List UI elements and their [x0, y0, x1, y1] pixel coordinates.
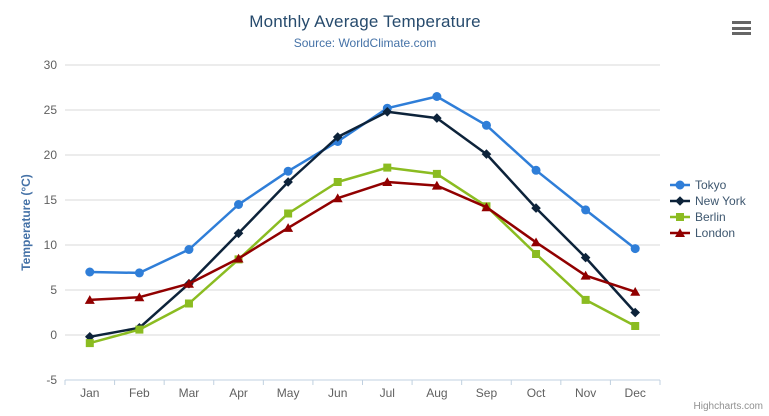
x-axis-label: Dec — [625, 386, 646, 400]
legend-item-label: Berlin — [695, 210, 726, 224]
data-point[interactable] — [531, 203, 541, 213]
series-line-berlin — [88, 166, 637, 345]
series-line-new-york — [88, 110, 637, 339]
data-point[interactable] — [283, 177, 293, 187]
data-point — [675, 196, 685, 206]
legend-item-new-york[interactable]: New York — [669, 193, 746, 209]
data-point[interactable] — [580, 270, 591, 280]
legend: Tokyo New York Berlin London — [669, 177, 746, 241]
credits-link[interactable]: Highcharts.com — [693, 401, 763, 412]
y-axis-label: 0 — [50, 328, 57, 342]
x-axis-label: May — [277, 386, 300, 400]
data-point[interactable] — [283, 166, 293, 176]
data-point[interactable] — [531, 237, 542, 247]
data-point[interactable] — [84, 332, 95, 342]
x-axis-label: Aug — [426, 386, 447, 400]
y-axis-label: 15 — [44, 193, 58, 207]
data-point[interactable] — [184, 245, 194, 254]
y-axis-label: 10 — [44, 238, 58, 252]
data-point[interactable] — [382, 177, 393, 186]
legend-item-label: Tokyo — [695, 178, 727, 192]
y-axis-label: 20 — [44, 148, 58, 162]
legend-item-berlin[interactable]: Berlin — [669, 209, 746, 225]
x-axis-label: Jul — [380, 386, 395, 400]
y-axis-title: Temperature (°C) — [19, 174, 33, 271]
hamburger-icon — [732, 32, 751, 35]
data-point[interactable] — [581, 295, 590, 304]
square-marker-icon — [670, 213, 690, 221]
data-point[interactable] — [481, 149, 492, 159]
data-point[interactable] — [432, 113, 442, 123]
x-axis-label: Feb — [129, 386, 150, 400]
legend-item-tokyo[interactable]: Tokyo — [669, 177, 746, 193]
x-axis-label: Jun — [328, 386, 347, 400]
legend-item-label: New York — [695, 194, 746, 208]
data-point[interactable] — [134, 268, 144, 278]
triangle-marker-icon — [670, 228, 690, 237]
x-axis-label: Jan — [80, 386, 99, 400]
data-point[interactable] — [532, 250, 541, 258]
data-point[interactable] — [631, 322, 640, 330]
hamburger-icon — [732, 26, 751, 30]
data-point[interactable] — [481, 120, 491, 130]
data-point[interactable] — [431, 180, 442, 190]
series-line-tokyo — [88, 95, 637, 275]
data-point[interactable] — [332, 193, 343, 203]
data-point[interactable] — [432, 169, 441, 178]
data-point[interactable] — [183, 278, 194, 288]
x-axis-label: Apr — [229, 386, 248, 400]
data-point[interactable] — [581, 205, 591, 215]
data-point[interactable] — [234, 200, 244, 209]
data-point[interactable] — [481, 202, 492, 212]
data-point[interactable] — [531, 165, 541, 175]
y-axis-label: 5 — [50, 283, 57, 297]
x-axis-label: Oct — [527, 386, 546, 400]
data-point[interactable] — [85, 339, 94, 348]
data-point[interactable] — [135, 325, 144, 334]
data-point[interactable] — [383, 163, 392, 172]
data-point[interactable] — [184, 299, 193, 308]
data-point[interactable] — [85, 267, 95, 277]
x-axis-label: Mar — [179, 386, 200, 400]
data-point[interactable] — [333, 178, 342, 186]
data-point[interactable] — [284, 209, 293, 218]
data-point[interactable] — [283, 223, 294, 232]
series-line-london — [88, 180, 637, 302]
data-point[interactable] — [432, 92, 442, 101]
chart-subtitle: Source: WorldClimate.com — [293, 36, 437, 50]
data-point[interactable] — [630, 307, 641, 318]
data-point[interactable] — [382, 107, 393, 117]
data-point[interactable] — [134, 292, 145, 302]
data-point[interactable] — [84, 295, 95, 304]
export-menu-button[interactable] — [732, 21, 751, 35]
hamburger-icon — [732, 21, 751, 24]
data-point[interactable] — [630, 244, 640, 254]
legend-item-label: London — [695, 226, 736, 240]
legend-item-london[interactable]: London — [669, 225, 746, 241]
data-point — [675, 180, 685, 190]
data-point[interactable] — [580, 252, 591, 263]
y-axis-label: -5 — [46, 373, 57, 387]
diamond-marker-icon — [670, 196, 690, 206]
data-point[interactable] — [630, 287, 641, 296]
y-axis-label: 25 — [44, 103, 58, 117]
data-point — [676, 213, 684, 221]
x-axis-label: Nov — [575, 386, 596, 400]
data-point[interactable] — [332, 132, 343, 142]
circle-marker-icon — [670, 180, 690, 190]
y-axis-label: 30 — [44, 58, 58, 72]
data-point — [675, 228, 685, 237]
x-axis-label: Sep — [476, 386, 498, 400]
data-point[interactable] — [233, 253, 244, 263]
chart-title: Monthly Average Temperature — [249, 12, 481, 31]
data-point[interactable] — [233, 228, 244, 239]
